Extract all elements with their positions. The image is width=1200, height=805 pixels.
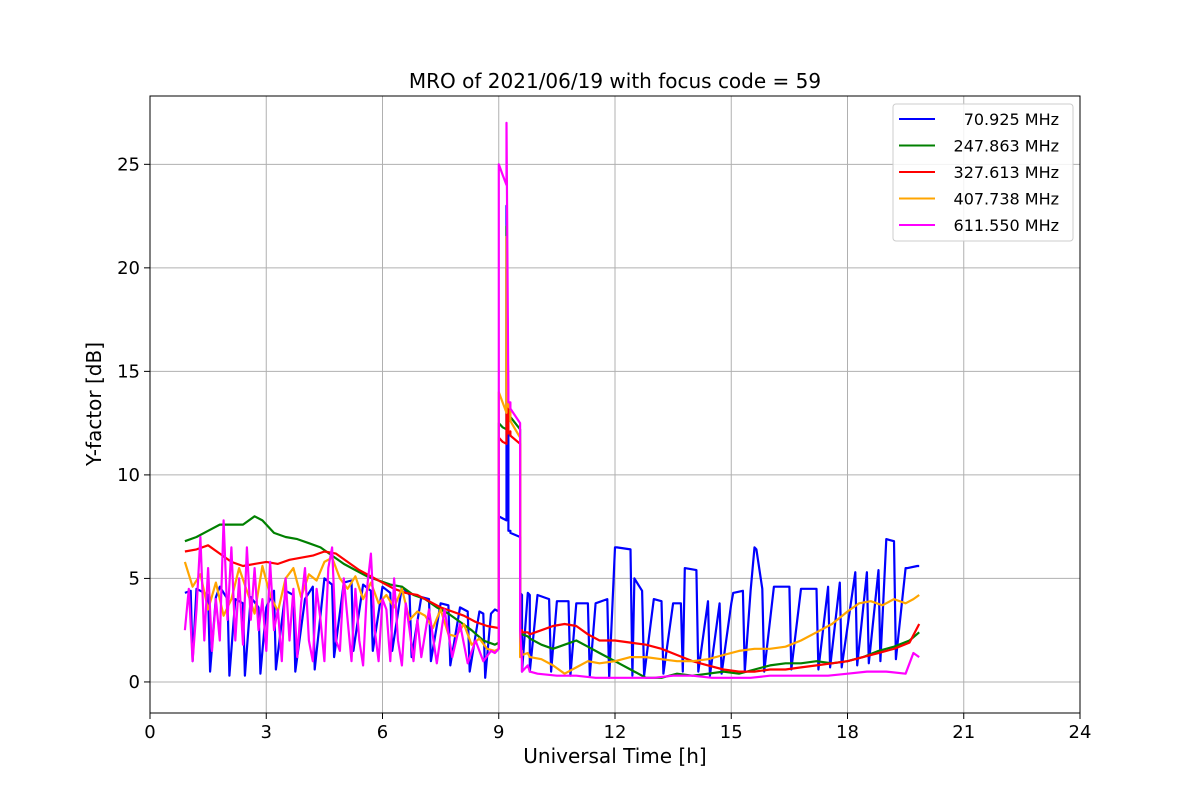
x-tick-label: 3 (261, 722, 272, 743)
series-layer (183, 121, 921, 679)
y-tick-label: 5 (129, 568, 140, 589)
legend-box (892, 103, 1074, 242)
x-tick-label: 12 (604, 722, 627, 743)
series-line (184, 266, 921, 673)
y-tick-label: 15 (117, 361, 140, 382)
x-tick-label: 21 (952, 722, 975, 743)
legend: 70.925 MHz 247.863 MHz 327.613 MHz 407.738 … (892, 103, 1074, 242)
legend-label: 247.863 MHz (954, 137, 1059, 156)
x-tick-label: 24 (1069, 722, 1092, 743)
series-line (184, 204, 920, 679)
x-axis-label: Universal Time [h] (523, 744, 706, 768)
x-tick-label: 0 (144, 722, 155, 743)
y-tick-label: 25 (117, 154, 140, 175)
x-tick-label: 6 (377, 722, 388, 743)
legend-label: 327.613 MHz (954, 163, 1059, 182)
chart-title: MRO of 2021/06/19 with focus code = 59 (409, 69, 821, 93)
y-axis-label: Y-factor [dB] (82, 342, 106, 467)
ticks: 0 3 6 9 12 15 18 21 24 0 5 10 15 20 25 (117, 154, 1091, 743)
legend-label: 611.550 MHz (954, 216, 1059, 235)
legend-label: 407.738 MHz (954, 190, 1059, 209)
series-line (183, 121, 920, 679)
legend-label: 70.925 MHz (964, 110, 1059, 129)
x-tick-label: 18 (836, 722, 859, 743)
y-tick-label: 0 (129, 672, 140, 693)
x-tick-label: 9 (493, 722, 504, 743)
y-tick-label: 20 (117, 258, 140, 279)
y-tick-label: 10 (117, 465, 140, 486)
x-tick-label: 15 (720, 722, 743, 743)
